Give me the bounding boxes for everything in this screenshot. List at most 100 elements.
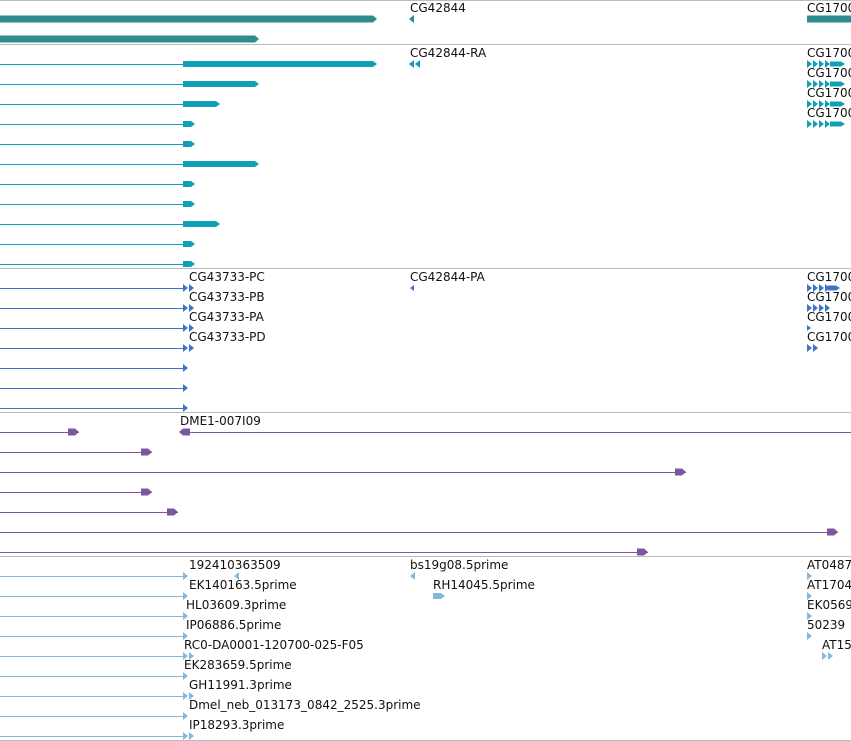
- cds-cg42844-pa-arrow: [410, 285, 414, 291]
- est-arrow: [183, 652, 188, 660]
- est-label-hl03609[interactable]: HL03609.3prime: [186, 598, 287, 612]
- transcript-exon: [183, 101, 220, 107]
- est-label-ek0569[interactable]: EK0569: [807, 598, 851, 612]
- est-label-gh11991[interactable]: GH11991.3prime: [189, 678, 292, 692]
- cds-label-cg43733-pa[interactable]: CG43733-PA: [189, 310, 264, 324]
- transcript-label-cg1700-b[interactable]: CG1700: [807, 66, 851, 80]
- transcript-cg1700-arrow: [825, 120, 830, 128]
- clone-end: [167, 508, 178, 516]
- transcript-cg1700-arrow: [813, 100, 818, 108]
- gene-label-cg42844[interactable]: CG42844: [410, 1, 466, 15]
- clone-end-dme1: [179, 428, 190, 436]
- gene-model-cg42844: [409, 15, 414, 23]
- transcript-label-cg42844-ra[interactable]: CG42844-RA: [410, 46, 487, 60]
- transcript-cg1700-arrow: [819, 100, 824, 108]
- est-arrow: [183, 712, 188, 720]
- cds-exon-arrow: [183, 344, 188, 352]
- transcript-exon: [183, 121, 195, 127]
- clone-end: [141, 488, 152, 496]
- transcript-exon: [183, 81, 259, 87]
- est-label-50239[interactable]: 50239: [807, 618, 846, 632]
- est-arrow: [183, 572, 188, 580]
- cds-label-cg43733-pc[interactable]: CG43733-PC: [189, 270, 265, 284]
- transcript-cg1700-exon: [830, 81, 845, 87]
- transcript-label-cg1700-a[interactable]: CG1700: [807, 46, 851, 60]
- est-label-ek283659[interactable]: EK283659.5prime: [184, 658, 292, 672]
- est-rh14045-block: [433, 593, 445, 599]
- est-label-ip18293[interactable]: IP18293.3prime: [189, 718, 285, 732]
- cds-exon-arrow: [183, 364, 188, 372]
- est-50239-arrow: [807, 632, 812, 640]
- transcript-cg1700-arrow: [819, 120, 824, 128]
- cds-exon-arrow: [183, 384, 188, 392]
- transcript-cg1700-arrow: [807, 120, 812, 128]
- clone-end: [637, 548, 648, 556]
- transcript-exon: [183, 141, 195, 147]
- cds-exon-arrow: [189, 344, 194, 352]
- transcript-cg1700-arrow: [813, 80, 818, 88]
- clone-label-dme1[interactable]: DME1-007I09: [180, 414, 261, 428]
- est-label-at15[interactable]: AT15: [822, 638, 851, 652]
- cds-label-cg42844-pa[interactable]: CG42844-PA: [410, 270, 485, 284]
- est-at15-arrow: [822, 652, 827, 660]
- est-192410363509-arrow: [234, 572, 239, 580]
- transcript-cg42844-ra-arrow: [415, 60, 420, 68]
- est-label-at0487[interactable]: AT0487: [807, 558, 851, 572]
- gene-model-cg43733-alt: [0, 35, 259, 43]
- cds-exon-arrow: [183, 324, 188, 332]
- transcript-cg1700-arrow: [825, 60, 830, 68]
- gene-model-cg1700: [807, 15, 851, 23]
- gene-model-cg43733: [0, 15, 377, 23]
- transcript-exon: [183, 261, 195, 267]
- est-arrow: [183, 692, 188, 700]
- cds-label-cg1700-c[interactable]: CG1700: [807, 310, 851, 324]
- cds-exon-arrow: [189, 304, 194, 312]
- transcript-cg1700-arrow: [825, 80, 830, 88]
- cds-cg1700-arrow: [807, 304, 812, 312]
- transcript-exon: [183, 161, 259, 167]
- est-ek0569-arrow: [807, 612, 812, 620]
- est-arrow: [183, 592, 188, 600]
- transcript-label-cg1700-d[interactable]: CG1700: [807, 106, 851, 120]
- est-at1704-arrow: [807, 592, 812, 600]
- cds-exon-arrow: [189, 284, 194, 292]
- cds-label-cg43733-pd[interactable]: CG43733-PD: [189, 330, 266, 344]
- cds-label-cg1700-b[interactable]: CG1700: [807, 290, 851, 304]
- transcript-exon: [183, 201, 195, 207]
- clone-end: [827, 528, 838, 536]
- cds-cg1700-arrow: [807, 325, 811, 331]
- est-label-192410363509[interactable]: 192410363509: [189, 558, 281, 572]
- est-bs19g08-arrow: [410, 572, 415, 580]
- cds-cg1700-arrow: [819, 304, 824, 312]
- cds-cg1700-exon: [828, 285, 840, 291]
- cds-label-cg1700-a[interactable]: CG1700: [807, 270, 851, 284]
- transcript-cg1700-arrow: [819, 60, 824, 68]
- est-label-rh14045[interactable]: RH14045.5prime: [433, 578, 535, 592]
- transcript-exon: [183, 61, 377, 67]
- transcript-label-cg1700-c[interactable]: CG1700: [807, 86, 851, 100]
- est-label-rc0[interactable]: RC0-DA0001-120700-025-F05: [184, 638, 364, 652]
- gene-label-cg1700[interactable]: CG1700: [807, 1, 851, 15]
- est-label-ek140163[interactable]: EK140163.5prime: [189, 578, 297, 592]
- transcript-cg1700-arrow: [825, 100, 830, 108]
- est-arrow: [183, 612, 188, 620]
- cds-exon-arrow: [183, 404, 188, 412]
- transcript-cg1700-exon: [830, 101, 845, 107]
- est-at0487-arrow: [807, 572, 812, 580]
- cds-label-cg43733-pb[interactable]: CG43733-PB: [189, 290, 265, 304]
- est-label-at1704[interactable]: AT1704: [807, 578, 851, 592]
- est-label-bs19g08[interactable]: bs19g08.5prime: [410, 558, 509, 572]
- cds-exon-arrow: [183, 304, 188, 312]
- cds-cg1700-arrow: [825, 284, 830, 292]
- cds-label-cg1700-d[interactable]: CG1700: [807, 330, 851, 344]
- clone-end: [675, 468, 686, 476]
- est-label-dmel-neb[interactable]: Dmel_neb_013173_0842_2525.3prime: [189, 698, 421, 712]
- est-label-ip06886[interactable]: IP06886.5prime: [186, 618, 282, 632]
- clone-end: [141, 448, 152, 456]
- transcript-cg1700-arrow: [807, 60, 812, 68]
- cds-cg1700-arrow: [813, 344, 818, 352]
- clone-end: [68, 428, 79, 436]
- transcript-exon: [183, 181, 195, 187]
